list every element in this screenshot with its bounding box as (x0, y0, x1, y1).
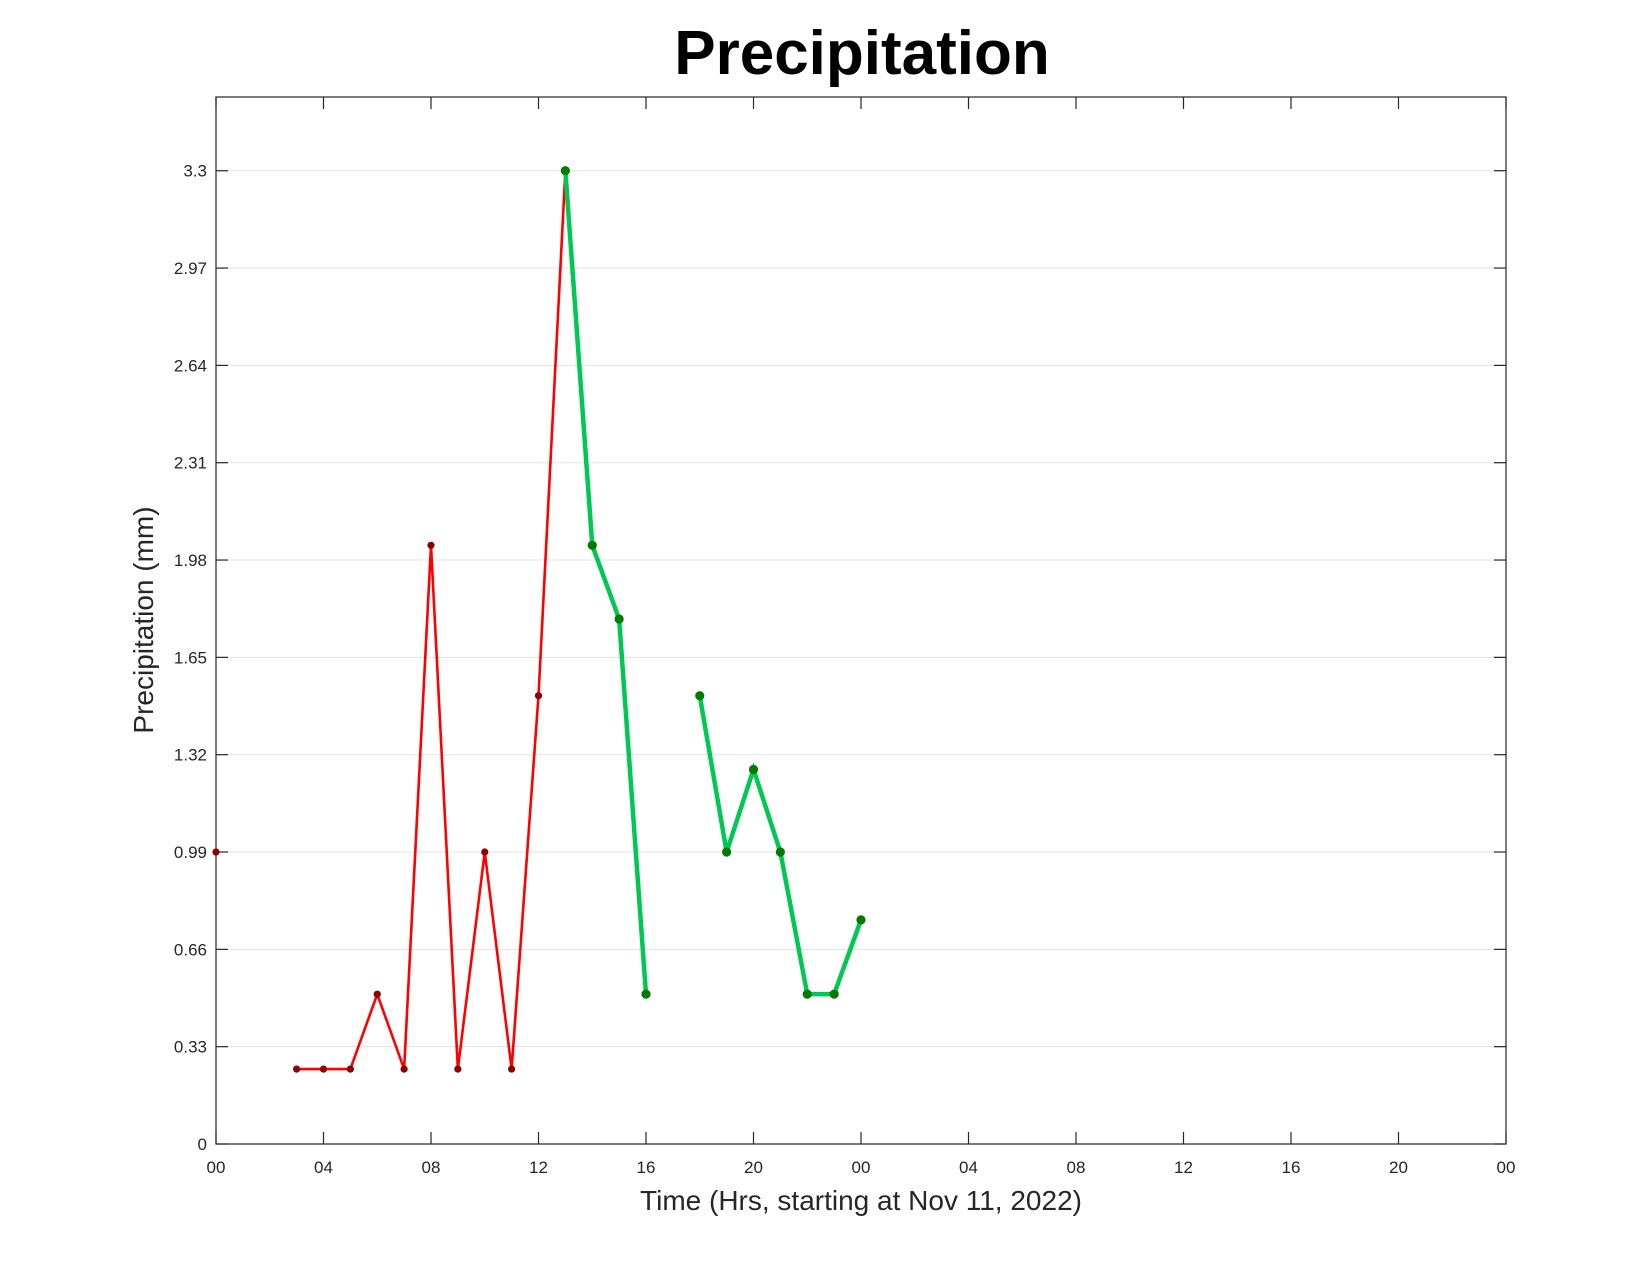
x-tick-label: 12 (529, 1158, 548, 1177)
data-point-marker (722, 847, 732, 857)
y-tick-label: 0 (198, 1135, 207, 1154)
data-point-marker (400, 1065, 408, 1073)
data-point-marker (454, 1065, 462, 1073)
x-axis-label: Time (Hrs, starting at Nov 11, 2022) (640, 1185, 1082, 1216)
data-point-marker (641, 989, 651, 999)
x-tick-label: 20 (744, 1158, 763, 1177)
data-point-marker (293, 1065, 301, 1073)
x-tick-label: 08 (422, 1158, 441, 1177)
y-tick-label: 0.66 (174, 940, 207, 959)
data-point-marker (373, 990, 381, 998)
y-tick-label: 0.99 (174, 843, 207, 862)
x-tick-label: 00 (1497, 1158, 1516, 1177)
data-point-marker (829, 989, 839, 999)
x-tick-label: 04 (314, 1158, 333, 1177)
series-line-1 (296, 170, 567, 1071)
data-point-marker (614, 614, 624, 624)
y-axis-label: Precipitation (mm) (128, 506, 159, 733)
data-point-marker (748, 764, 759, 775)
data-point-marker (319, 1065, 328, 1073)
x-tick-label: 00 (207, 1158, 226, 1177)
y-tick-label: 3.3 (183, 162, 207, 181)
data-point-marker (775, 847, 785, 857)
y-tick-label: 2.64 (174, 356, 207, 375)
data-point-marker (856, 915, 866, 925)
data-point-marker (802, 989, 812, 999)
y-tick-label: 2.31 (174, 454, 207, 473)
data-point-marker (481, 848, 489, 856)
x-tick-label: 04 (959, 1158, 978, 1177)
x-tick-label: 00 (852, 1158, 871, 1177)
data-point-marker (508, 1065, 516, 1073)
data-point-marker (587, 540, 597, 550)
x-tick-label: 16 (1282, 1158, 1301, 1177)
axis-ticks: 0 0.33 0.66 0.99 1.32 1.65 1.98 2.31 2.64 2.97 3.3… (174, 97, 1516, 1177)
y-tick-label: 2.97 (174, 259, 207, 278)
data-point-marker (560, 166, 570, 176)
data-point-marker (695, 691, 705, 701)
y-tick-label: 0.33 (174, 1038, 207, 1057)
data-point-marker (212, 848, 220, 856)
y-tick-label: 1.32 (174, 746, 207, 765)
data-point-marker (427, 541, 435, 549)
series-line-2 (563, 170, 649, 995)
data-series (212, 166, 866, 1073)
x-tick-label: 20 (1389, 1158, 1408, 1177)
x-tick-label: 16 (637, 1158, 656, 1177)
chart-title: Precipitation (674, 19, 1050, 88)
data-point-marker (534, 692, 543, 700)
y-tick-label: 1.98 (174, 551, 207, 570)
x-tick-label: 08 (1067, 1158, 1086, 1177)
data-point-marker (346, 1065, 354, 1073)
y-tick-label: 1.65 (174, 648, 207, 667)
x-tick-label: 12 (1174, 1158, 1193, 1177)
